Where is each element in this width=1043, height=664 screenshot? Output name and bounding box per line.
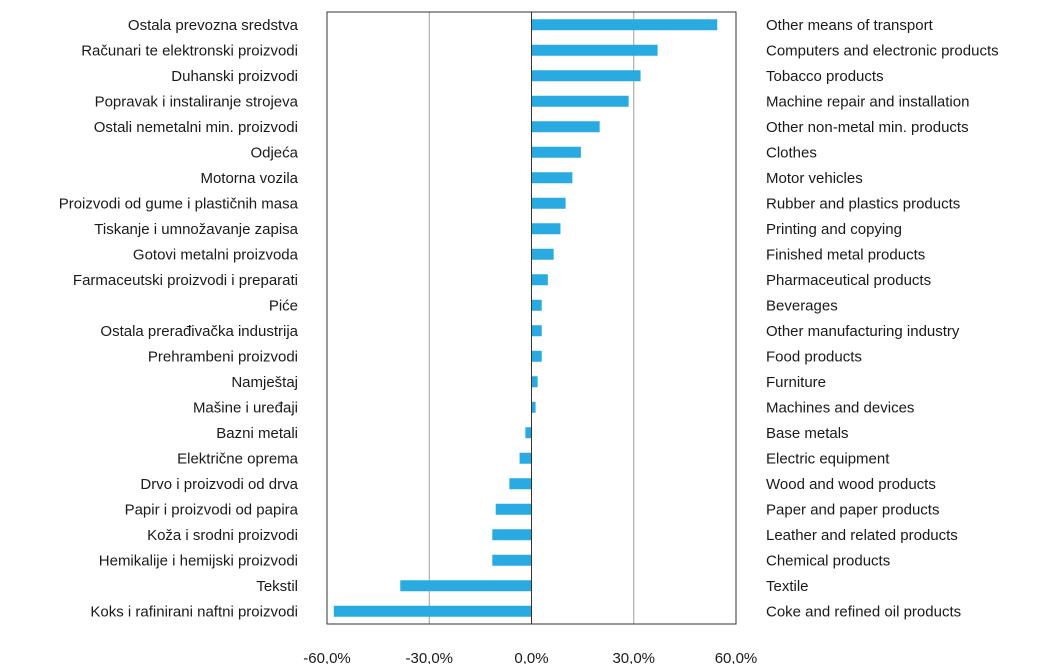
category-label-bs: Prehrambeni proizvodi xyxy=(148,348,298,365)
bar xyxy=(492,554,532,566)
category-label-en: Computers and electronic products xyxy=(766,42,999,59)
category-label-bs: Popravak i instaliranje strojeva xyxy=(95,93,299,110)
bar xyxy=(531,248,554,260)
category-label-bs: Električne oprema xyxy=(177,450,299,467)
bar xyxy=(531,223,561,235)
category-label-bs: Računari te elektronski proizvodi xyxy=(81,42,298,59)
category-label-bs: Drvo i proizvodi od drva xyxy=(140,476,298,493)
bar xyxy=(495,503,532,515)
category-label-en: Tobacco products xyxy=(766,68,884,85)
category-label-en: Machine repair and installation xyxy=(766,93,969,110)
category-label-en: Textile xyxy=(766,578,809,595)
category-label-en: Printing and copying xyxy=(766,221,902,238)
x-tick-label: 60,0% xyxy=(715,650,758,664)
category-label-bs: Odjeća xyxy=(250,144,298,161)
category-label-en: Other non-metal min. products xyxy=(766,119,969,136)
x-tick-label: -30,0% xyxy=(405,650,453,664)
category-label-bs: Gotovi metalni proizvoda xyxy=(133,246,299,263)
x-tick-label: 0,0% xyxy=(514,650,548,664)
bar xyxy=(531,274,548,286)
x-tick-label: -60,0% xyxy=(303,650,351,664)
bar xyxy=(531,146,581,158)
category-label-en: Finished metal products xyxy=(766,246,925,263)
x-tick-labels: -60,0% -30,0% 0,0% 30,0% 60,0% xyxy=(303,650,757,664)
x-tick-label: 30,0% xyxy=(612,650,655,664)
category-label-bs: Mašine i uređaji xyxy=(193,399,298,416)
category-label-en: Wood and wood products xyxy=(766,476,936,493)
category-label-en: Base metals xyxy=(766,425,849,442)
category-label-bs: Tiskanje i umnožavanje zapisa xyxy=(94,221,298,238)
bars xyxy=(333,19,718,617)
bar xyxy=(531,172,573,184)
category-label-bs: Ostala prerađivačka industrija xyxy=(100,323,298,340)
bar xyxy=(531,350,542,362)
bar xyxy=(531,401,536,413)
bar xyxy=(333,605,532,617)
category-label-bs: Piće xyxy=(269,297,298,314)
bar xyxy=(531,376,538,388)
bar xyxy=(519,452,532,464)
category-labels-english: Other means of transport Computers and el… xyxy=(766,17,999,621)
bar xyxy=(531,19,718,31)
category-label-en: Clothes xyxy=(766,144,817,161)
bar xyxy=(531,95,629,107)
bar xyxy=(400,580,532,592)
category-label-bs: Duhanski proizvodi xyxy=(171,68,298,85)
axes xyxy=(326,11,737,625)
category-label-bs: Motorna vozila xyxy=(200,170,298,187)
category-label-en: Other means of transport xyxy=(766,17,934,34)
category-label-bs: Ostala prevozna sredstva xyxy=(128,17,299,34)
bar xyxy=(531,299,542,311)
bar xyxy=(525,427,532,439)
category-label-bs: Bazni metali xyxy=(216,425,298,442)
bar xyxy=(531,44,658,56)
category-label-bs: Koks i rafinirani naftni proizvodi xyxy=(90,603,298,620)
category-label-en: Motor vehicles xyxy=(766,170,863,187)
bar xyxy=(509,478,532,490)
category-label-en: Food products xyxy=(766,348,862,365)
category-label-bs: Proizvodi od gume i plastičnih masa xyxy=(59,195,299,212)
category-label-bs: Papir i proizvodi od papira xyxy=(125,501,299,518)
category-label-en: Pharmaceutical products xyxy=(766,272,931,289)
category-label-en: Other manufacturing industry xyxy=(766,323,960,340)
bar xyxy=(531,70,641,82)
category-label-en: Coke and refined oil products xyxy=(766,603,961,620)
bar xyxy=(531,121,600,133)
category-label-bs: Hemikalije i hemijski proizvodi xyxy=(99,552,298,569)
category-label-bs: Koža i srodni proizvodi xyxy=(147,527,298,544)
bar xyxy=(531,325,542,337)
category-label-en: Rubber and plastics products xyxy=(766,195,960,212)
category-label-bs: Ostali nemetalni min. proizvodi xyxy=(94,119,298,136)
category-label-en: Leather and related products xyxy=(766,527,958,544)
category-label-en: Machines and devices xyxy=(766,399,914,416)
category-label-bs: Farmaceutski proizvodi i preparati xyxy=(73,272,298,289)
category-label-bs: Tekstil xyxy=(256,578,298,595)
category-label-en: Electric equipment xyxy=(766,450,890,467)
bar xyxy=(492,529,532,541)
bar xyxy=(531,197,566,209)
category-label-bs: Namještaj xyxy=(231,374,298,391)
category-label-en: Paper and paper products xyxy=(766,501,939,518)
category-labels-bosnian: Ostala prevozna sredstva Računari te elek… xyxy=(59,17,299,621)
category-label-en: Chemical products xyxy=(766,552,890,569)
category-label-en: Beverages xyxy=(766,297,838,314)
category-label-en: Furniture xyxy=(766,374,826,391)
gridlines xyxy=(428,12,635,624)
